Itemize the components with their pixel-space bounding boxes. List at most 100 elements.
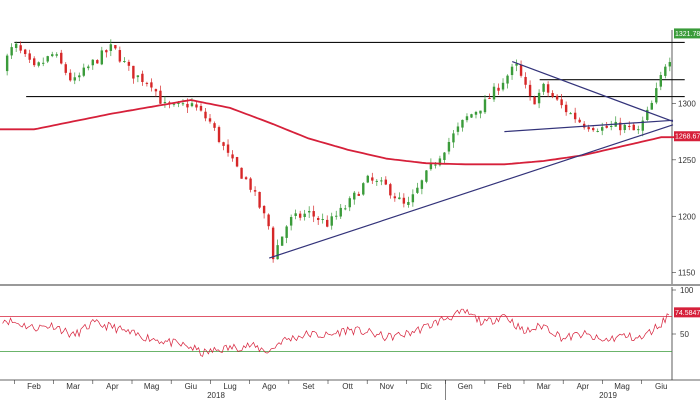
candle-body-54 — [244, 177, 248, 180]
candle-body-141 — [637, 129, 640, 131]
indicator-panel — [0, 308, 672, 357]
candle-body-137 — [619, 122, 622, 131]
candle-body-85 — [384, 179, 388, 185]
candle-body-126 — [569, 113, 572, 115]
candle-body-96 — [434, 164, 437, 166]
candle-body-132 — [596, 130, 599, 132]
candle-body-27 — [123, 61, 126, 63]
x-tick-label-1: Mar — [66, 382, 80, 391]
candle-body-83 — [375, 180, 379, 182]
price-panel — [0, 39, 685, 263]
candle-body-6 — [28, 53, 31, 60]
x-tick-label-15: Mag — [614, 382, 630, 391]
candle-body-138 — [623, 124, 626, 131]
candle-body-21 — [96, 60, 99, 64]
candle-body-59 — [267, 214, 270, 227]
candle-body-112 — [506, 75, 509, 84]
candle-body-101 — [456, 126, 460, 132]
candle-body-42 — [190, 103, 194, 107]
candle-body-20 — [91, 59, 94, 66]
trendline-1 — [504, 119, 674, 133]
x-tick-label-0: Feb — [27, 382, 41, 391]
moving-average-tag: 1268.6799 — [675, 134, 700, 141]
candle-body-75 — [339, 207, 342, 217]
x-tick-label-6: Ago — [262, 382, 277, 391]
candle-body-106 — [479, 110, 482, 114]
year-label-0: 2018 — [207, 391, 225, 400]
candle-body-41 — [186, 103, 189, 108]
candle-body-22 — [100, 50, 104, 65]
candle-body-57 — [258, 191, 261, 208]
last-price-tag-bg — [674, 28, 700, 39]
candle-body-63 — [285, 226, 288, 238]
x-tick-label-3: Mag — [144, 382, 160, 391]
last-price-tag: 1321.7876 — [675, 31, 700, 38]
candle-body-142 — [641, 120, 644, 131]
candle-body-109 — [492, 86, 496, 100]
year-label-1: 2019 — [599, 391, 617, 400]
candle-body-143 — [646, 109, 649, 121]
candle-body-1 — [5, 55, 9, 72]
candle-body-91 — [411, 194, 415, 203]
candle-body-19 — [87, 66, 90, 69]
candle-body-144 — [650, 102, 653, 110]
x-tick-label-7: Set — [302, 382, 315, 391]
candle-body-140 — [632, 124, 635, 131]
candle-body-31 — [141, 73, 144, 82]
candle-body-62 — [280, 236, 284, 246]
candle-body-108 — [488, 97, 491, 99]
candle-body-44 — [199, 105, 203, 111]
candle-body-105 — [474, 111, 478, 115]
candle-body-127 — [573, 112, 577, 120]
candle-body-70 — [317, 217, 320, 220]
candle-body-38 — [172, 103, 176, 105]
candle-body-124 — [560, 99, 563, 106]
candle-body-61 — [276, 245, 279, 260]
trendline-2 — [512, 61, 674, 123]
axis-labels: 1150 1200 1250 1300 1321.7876 1268.6799 50 100 7… — [14, 28, 700, 400]
x-tick-label-8: Ott — [342, 382, 353, 391]
candle-body-103 — [465, 116, 469, 121]
price-y-tick-label-0: 1150 — [678, 269, 696, 278]
candle-body-28 — [127, 61, 131, 66]
candle-body-29 — [132, 65, 135, 79]
candle-body-14 — [64, 64, 67, 73]
candle-body-8 — [37, 62, 40, 66]
candle-body-3 — [14, 43, 18, 48]
candle-body-110 — [497, 87, 500, 91]
candle-body-64 — [289, 217, 293, 226]
price-y-tick-label-3: 1300 — [678, 99, 696, 108]
x-tick-label-13: Mar — [537, 382, 551, 391]
candle-body-131 — [591, 128, 595, 131]
x-tick-label-4: Giu — [185, 382, 197, 391]
candle-body-133 — [601, 127, 604, 131]
candle-body-34 — [154, 89, 158, 92]
candle-body-119 — [537, 92, 541, 104]
price-y-tick-label-1: 1200 — [678, 212, 696, 221]
candle-body-147 — [664, 66, 667, 76]
x-tick-label-9: Nov — [380, 382, 394, 391]
candle-body-121 — [546, 84, 550, 93]
candle-body-25 — [114, 45, 117, 49]
candle-body-100 — [452, 133, 455, 143]
indicator-line — [2, 308, 670, 357]
candle-body-10 — [46, 56, 49, 62]
candle-body-51 — [231, 154, 234, 159]
x-tick-label-2: Apr — [106, 382, 119, 391]
candle-body-102 — [461, 119, 464, 128]
candle-body-11 — [51, 54, 54, 57]
x-tick-label-16: Giu — [655, 382, 667, 391]
candle-body-32 — [145, 82, 149, 84]
candle-body-9 — [42, 62, 45, 64]
candle-body-71 — [321, 219, 324, 221]
candle-body-116 — [524, 76, 527, 85]
candle-body-107 — [483, 99, 487, 113]
candle-body-66 — [298, 213, 302, 218]
candle-body-68 — [307, 211, 311, 213]
candle-body-52 — [235, 157, 239, 167]
candle-body-99 — [447, 141, 451, 152]
candle-body-78 — [353, 192, 356, 200]
candle-body-7 — [32, 58, 36, 66]
candle-body-36 — [163, 102, 167, 104]
